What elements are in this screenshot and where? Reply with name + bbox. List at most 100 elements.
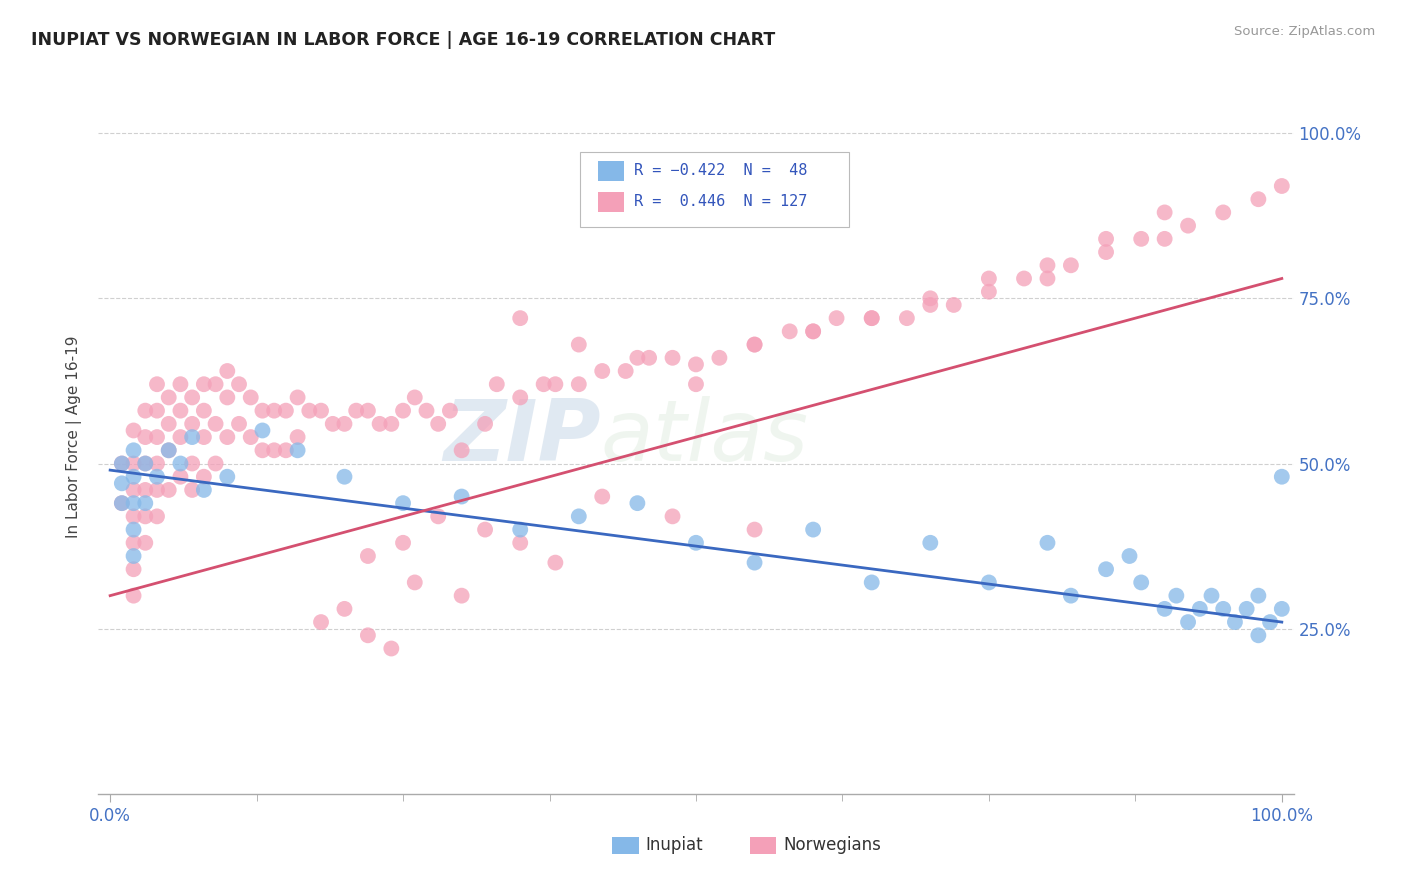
Point [1177, 219, 1199, 233]
Point [1036, 271, 1059, 285]
Point [204, 417, 226, 431]
Point [1247, 589, 1270, 603]
Point [801, 324, 824, 338]
Point [169, 430, 191, 444]
Point [509, 311, 531, 326]
Point [146, 457, 169, 471]
Point [169, 377, 191, 392]
Point [239, 430, 262, 444]
Point [1130, 575, 1153, 590]
Point [450, 490, 472, 504]
Point [392, 403, 415, 417]
Point [744, 556, 766, 570]
Point [333, 469, 356, 483]
Point [228, 417, 250, 431]
Point [252, 424, 274, 438]
Point [111, 496, 134, 510]
Point [1130, 232, 1153, 246]
Point [685, 377, 707, 392]
Point [591, 490, 613, 504]
Point [157, 443, 180, 458]
Point [134, 430, 156, 444]
Point [638, 351, 661, 365]
Point [380, 417, 402, 431]
Point [111, 476, 134, 491]
Point [1095, 562, 1118, 576]
Point [298, 403, 321, 417]
Point [217, 469, 239, 483]
Point [404, 575, 426, 590]
Point [181, 417, 204, 431]
Point [1271, 469, 1294, 483]
Point [217, 430, 239, 444]
Bar [613, 837, 638, 854]
Point [134, 457, 156, 471]
Point [1153, 602, 1175, 616]
Bar [598, 192, 624, 211]
Point [239, 391, 262, 405]
Point [287, 430, 309, 444]
Point [274, 443, 297, 458]
Point [685, 536, 707, 550]
Point [485, 377, 508, 392]
Point [1271, 602, 1294, 616]
Point [825, 311, 848, 326]
Point [568, 337, 591, 351]
Point [1258, 615, 1281, 629]
Point [439, 403, 461, 417]
Point [134, 496, 156, 510]
Point [181, 457, 204, 471]
Point [287, 391, 309, 405]
Point [357, 628, 380, 642]
Point [779, 324, 801, 338]
Point [122, 562, 145, 576]
Point [263, 403, 285, 417]
Point [157, 443, 180, 458]
Point [193, 483, 215, 497]
Point [744, 337, 766, 351]
Point [860, 311, 883, 326]
Point [1036, 536, 1059, 550]
Point [193, 469, 215, 483]
Point [204, 457, 226, 471]
Point [1188, 602, 1211, 616]
Point [217, 391, 239, 405]
Point [977, 285, 1000, 299]
Point [204, 377, 226, 392]
Point [111, 496, 134, 510]
Point [415, 403, 437, 417]
Point [591, 364, 613, 378]
Point [157, 391, 180, 405]
Point [146, 377, 169, 392]
Point [122, 457, 145, 471]
Point [977, 271, 1000, 285]
Point [134, 403, 156, 417]
Point [920, 536, 942, 550]
Point [1118, 549, 1140, 563]
Point [344, 403, 367, 417]
Point [1236, 602, 1258, 616]
Point [920, 298, 942, 312]
Point [309, 403, 332, 417]
Point [134, 536, 156, 550]
Point [274, 403, 297, 417]
Point [977, 575, 1000, 590]
Point [1153, 232, 1175, 246]
Point [122, 523, 145, 537]
Point [533, 377, 555, 392]
Point [122, 496, 145, 510]
Text: INUPIAT VS NORWEGIAN IN LABOR FORCE | AGE 16-19 CORRELATION CHART: INUPIAT VS NORWEGIAN IN LABOR FORCE | AG… [31, 31, 775, 49]
Point [626, 496, 648, 510]
Point [122, 483, 145, 497]
Point [685, 358, 707, 372]
Point [146, 509, 169, 524]
Point [357, 549, 380, 563]
Point [252, 443, 274, 458]
Point [157, 483, 180, 497]
Point [181, 430, 204, 444]
Point [614, 364, 637, 378]
Point [392, 496, 415, 510]
Point [134, 483, 156, 497]
Point [1166, 589, 1188, 603]
Y-axis label: In Labor Force | Age 16-19: In Labor Force | Age 16-19 [66, 335, 82, 539]
